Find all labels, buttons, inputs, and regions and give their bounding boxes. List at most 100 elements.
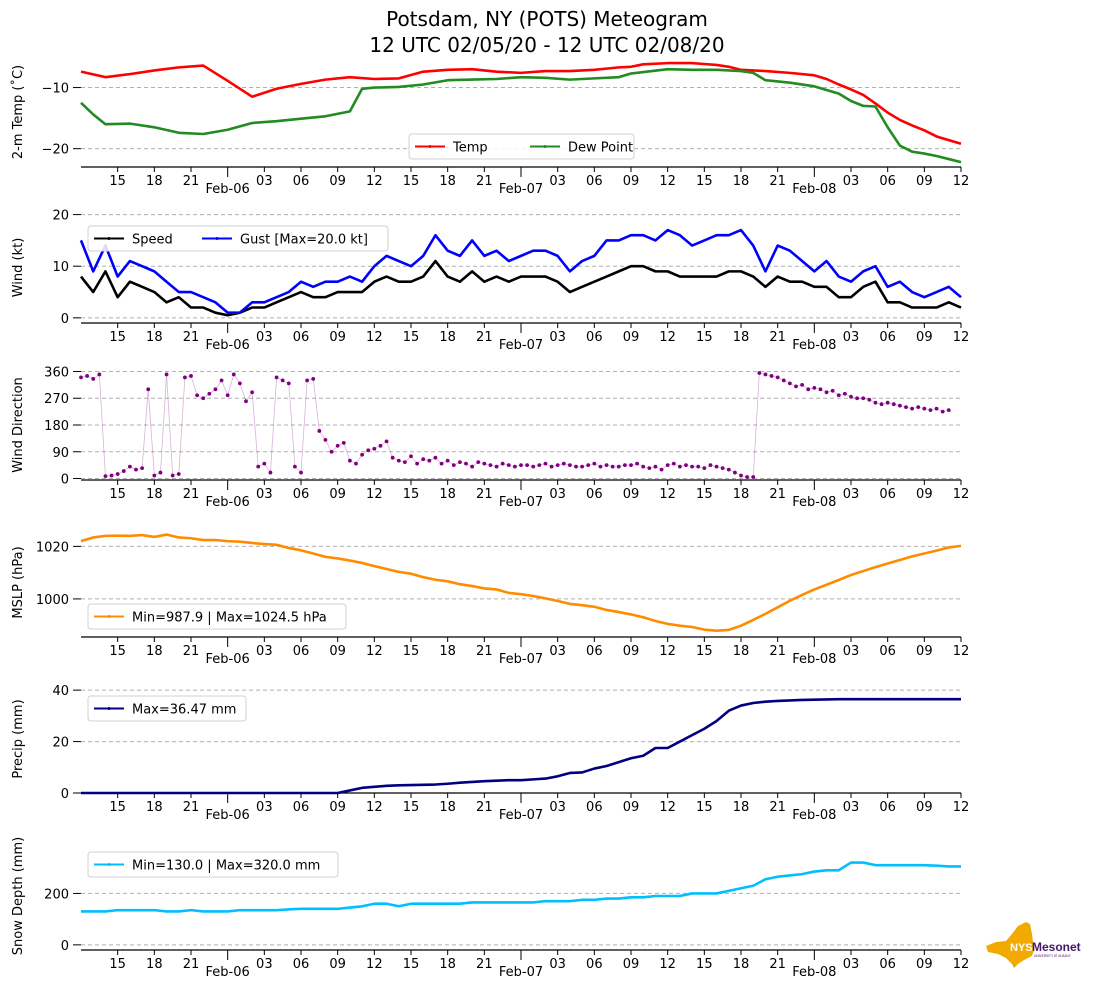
x-tick-label: 06 bbox=[293, 330, 310, 345]
x-tick-label: 06 bbox=[293, 174, 310, 189]
data-point bbox=[726, 467, 731, 472]
x-tick-label: 21 bbox=[476, 174, 493, 189]
x-tick-label: 03 bbox=[843, 644, 860, 659]
data-point bbox=[745, 475, 750, 479]
data-point bbox=[714, 464, 719, 469]
x-day-label: Feb-06 bbox=[206, 182, 250, 197]
data-point bbox=[543, 461, 548, 466]
logo-sub-text: UNIVERSITY AT ALBANY bbox=[1034, 954, 1072, 958]
series-line-speed bbox=[79, 259, 962, 317]
x-tick-label: 18 bbox=[733, 330, 750, 345]
x-tick-label: 15 bbox=[109, 174, 126, 189]
x-tick-label: 18 bbox=[439, 330, 456, 345]
y-tick-label: 1000 bbox=[36, 593, 69, 608]
data-point bbox=[824, 390, 829, 395]
x-tick-label: 03 bbox=[256, 644, 273, 659]
x-tick-label: 06 bbox=[879, 174, 896, 189]
y-tick-label: 20 bbox=[52, 736, 69, 751]
data-point bbox=[910, 406, 915, 411]
x-tick-label: 09 bbox=[623, 957, 640, 972]
data-point bbox=[121, 469, 126, 473]
data-point bbox=[775, 375, 780, 380]
data-point bbox=[690, 464, 695, 469]
data-point bbox=[262, 461, 267, 466]
data-point bbox=[525, 463, 530, 468]
x-tick-label: 12 bbox=[659, 957, 676, 972]
data-point bbox=[629, 463, 633, 468]
data-point bbox=[830, 388, 835, 393]
data-point bbox=[195, 393, 200, 398]
x-tick-label: 21 bbox=[476, 957, 493, 972]
x-tick-label: 12 bbox=[953, 644, 970, 659]
chart-title-line1: Potsdam, NY (POTS) Meteogram bbox=[386, 7, 708, 31]
x-tick-label: 09 bbox=[623, 174, 640, 189]
legend-box bbox=[87, 851, 339, 878]
data-point bbox=[445, 458, 450, 463]
data-point bbox=[757, 371, 762, 375]
data-point bbox=[763, 372, 768, 377]
x-day-label: Feb-07 bbox=[499, 495, 543, 510]
legend-marker bbox=[215, 237, 219, 240]
x-tick-label: 03 bbox=[256, 330, 273, 345]
x-tick-label: 12 bbox=[953, 330, 970, 345]
x-day-label: Feb-08 bbox=[792, 808, 836, 823]
data-point bbox=[488, 463, 493, 468]
legend-box bbox=[87, 603, 347, 630]
y-tick-label: 1020 bbox=[36, 540, 69, 555]
y-tick-label: −10 bbox=[42, 82, 69, 97]
x-tick-label: 06 bbox=[586, 330, 603, 345]
x-tick-label: 06 bbox=[586, 174, 603, 189]
x-tick-label: 03 bbox=[549, 800, 566, 815]
data-point bbox=[231, 372, 236, 377]
data-point bbox=[800, 382, 805, 387]
data-point bbox=[225, 393, 230, 398]
y-tick-label: 200 bbox=[44, 887, 69, 902]
data-point bbox=[659, 467, 664, 472]
x-tick-label: 21 bbox=[476, 800, 493, 815]
data-point bbox=[580, 464, 585, 469]
data-point bbox=[537, 463, 542, 468]
x-day-label: Feb-07 bbox=[499, 965, 543, 980]
data-point bbox=[85, 374, 90, 378]
x-day-label: Feb-07 bbox=[499, 652, 543, 667]
x-tick-label: 09 bbox=[916, 487, 933, 502]
data-point bbox=[323, 437, 328, 442]
x-tick-label: 03 bbox=[843, 487, 860, 502]
y-tick-label: 90 bbox=[52, 446, 69, 461]
x-tick-label: 18 bbox=[439, 487, 456, 502]
data-point bbox=[396, 458, 401, 463]
data-point bbox=[366, 448, 371, 453]
x-tick-label: 12 bbox=[659, 644, 676, 659]
panel-mslp: 1000 1020 MSLP (hPa) 15 18 21 03 06 09 12 15 18 21 03… bbox=[11, 533, 970, 667]
data-point bbox=[855, 396, 860, 401]
data-point bbox=[739, 473, 743, 478]
x-tick-label: 18 bbox=[146, 174, 163, 189]
logo-brand-text: Mesonet bbox=[1032, 940, 1081, 954]
data-point bbox=[280, 378, 285, 383]
x-tick-label: 06 bbox=[879, 957, 896, 972]
legend-box bbox=[87, 695, 247, 722]
x-tick-label: 15 bbox=[403, 174, 420, 189]
data-point bbox=[402, 460, 407, 465]
y-tick-label: 20 bbox=[52, 209, 69, 224]
legend-box bbox=[408, 133, 635, 160]
data-point bbox=[604, 463, 609, 468]
data-point bbox=[213, 387, 218, 392]
data-point bbox=[512, 464, 517, 469]
data-point bbox=[127, 464, 132, 469]
y-axis-label: Snow Depth (mm) bbox=[11, 837, 26, 955]
data-point bbox=[916, 405, 921, 410]
x-day-label: Feb-06 bbox=[206, 495, 250, 510]
x-tick-label: 12 bbox=[953, 487, 970, 502]
data-point bbox=[500, 461, 505, 466]
data-point bbox=[787, 381, 792, 386]
data-point bbox=[237, 381, 242, 386]
data-point bbox=[696, 464, 701, 469]
data-point bbox=[335, 443, 340, 448]
data-point bbox=[134, 467, 138, 472]
data-point bbox=[268, 470, 273, 475]
data-point bbox=[677, 464, 682, 469]
x-day-label: Feb-07 bbox=[499, 808, 543, 823]
y-tick-label: 10 bbox=[52, 260, 69, 275]
data-point bbox=[91, 377, 96, 381]
